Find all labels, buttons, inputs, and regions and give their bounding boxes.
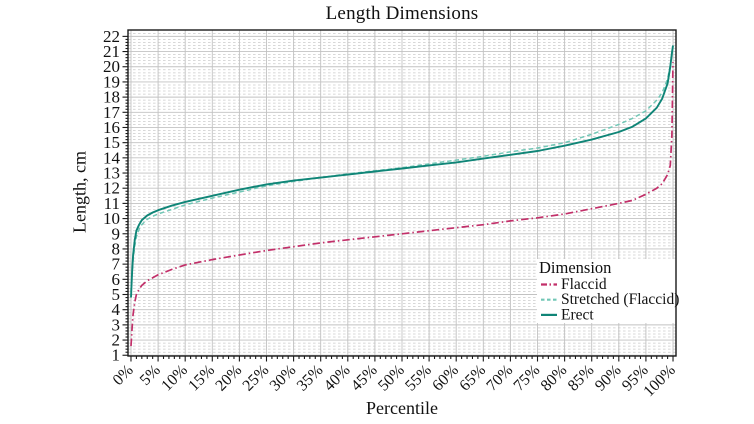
series-erect (130, 45, 674, 298)
x-tick-label: 30% (267, 362, 300, 395)
x-tick-label: 65% (456, 362, 489, 395)
x-tick-label: 85% (565, 362, 598, 395)
chart-title: Length Dimensions (325, 3, 479, 24)
legend-title: Dimension (539, 258, 611, 277)
legend-item-label: Flaccid (561, 276, 607, 293)
x-tick-label: 25% (240, 362, 273, 395)
legend-item-label: Erect (561, 306, 594, 323)
x-tick-label: 50% (375, 362, 408, 395)
x-tick-label: 0% (110, 362, 137, 389)
series-lines (130, 45, 674, 347)
x-tick-label: 40% (321, 362, 354, 395)
x-tick-label: 10% (158, 362, 191, 395)
y-tick-label: 22 (103, 27, 120, 46)
y-tick-label: 8 (112, 239, 121, 258)
y-tick-label: 6 (112, 270, 121, 289)
grid-major (128, 30, 676, 356)
y-tick-label: 11 (104, 194, 120, 213)
x-tick-label: 15% (185, 362, 218, 395)
y-tick-label: 7 (112, 255, 121, 274)
y-tick-label: 21 (103, 42, 120, 61)
y-tick-label: 9 (112, 224, 121, 243)
x-tick-label: 35% (294, 362, 327, 395)
y-tick-label: 19 (103, 72, 120, 91)
x-tick-label: 60% (429, 362, 462, 395)
x-tick-labels: 0% 5%10%15%20%25%30%35%40%45%50%55%60%65%… (110, 362, 679, 400)
x-axis-title: Percentile (366, 398, 438, 418)
y-tick-label: 20 (103, 57, 120, 76)
y-tick-label: 14 (103, 148, 121, 167)
x-tick-label: 80% (538, 362, 571, 395)
x-tick-label: 45% (348, 362, 381, 395)
y-tick-label: 5 (112, 285, 121, 304)
y-tick-label: 16 (103, 118, 120, 137)
y-tick-label: 12 (103, 179, 120, 198)
x-tick-label: 90% (592, 362, 625, 395)
y-tick-label: 13 (103, 164, 120, 183)
axis-ticks (122, 35, 674, 362)
y-tick-label: 1 (112, 346, 121, 365)
x-tick-label: 75% (511, 362, 544, 395)
y-tick-label: 10 (103, 209, 120, 228)
y-tick-label: 3 (112, 315, 121, 334)
series-flaccid (130, 62, 674, 347)
y-tick-label: 2 (112, 331, 121, 350)
y-tick-label: 15 (103, 133, 120, 152)
x-tick-label: 20% (212, 362, 245, 395)
y-tick-label: 17 (103, 103, 121, 122)
y-tick-label: 18 (103, 88, 120, 107)
legend-background (537, 259, 676, 323)
x-tick-label: 55% (402, 362, 435, 395)
legend-item-label: Stretched (Flaccid) (561, 291, 679, 308)
x-tick-label: 70% (483, 362, 516, 395)
x-tick-label: 100% (640, 362, 678, 400)
y-tick-label: 4 (112, 300, 121, 319)
